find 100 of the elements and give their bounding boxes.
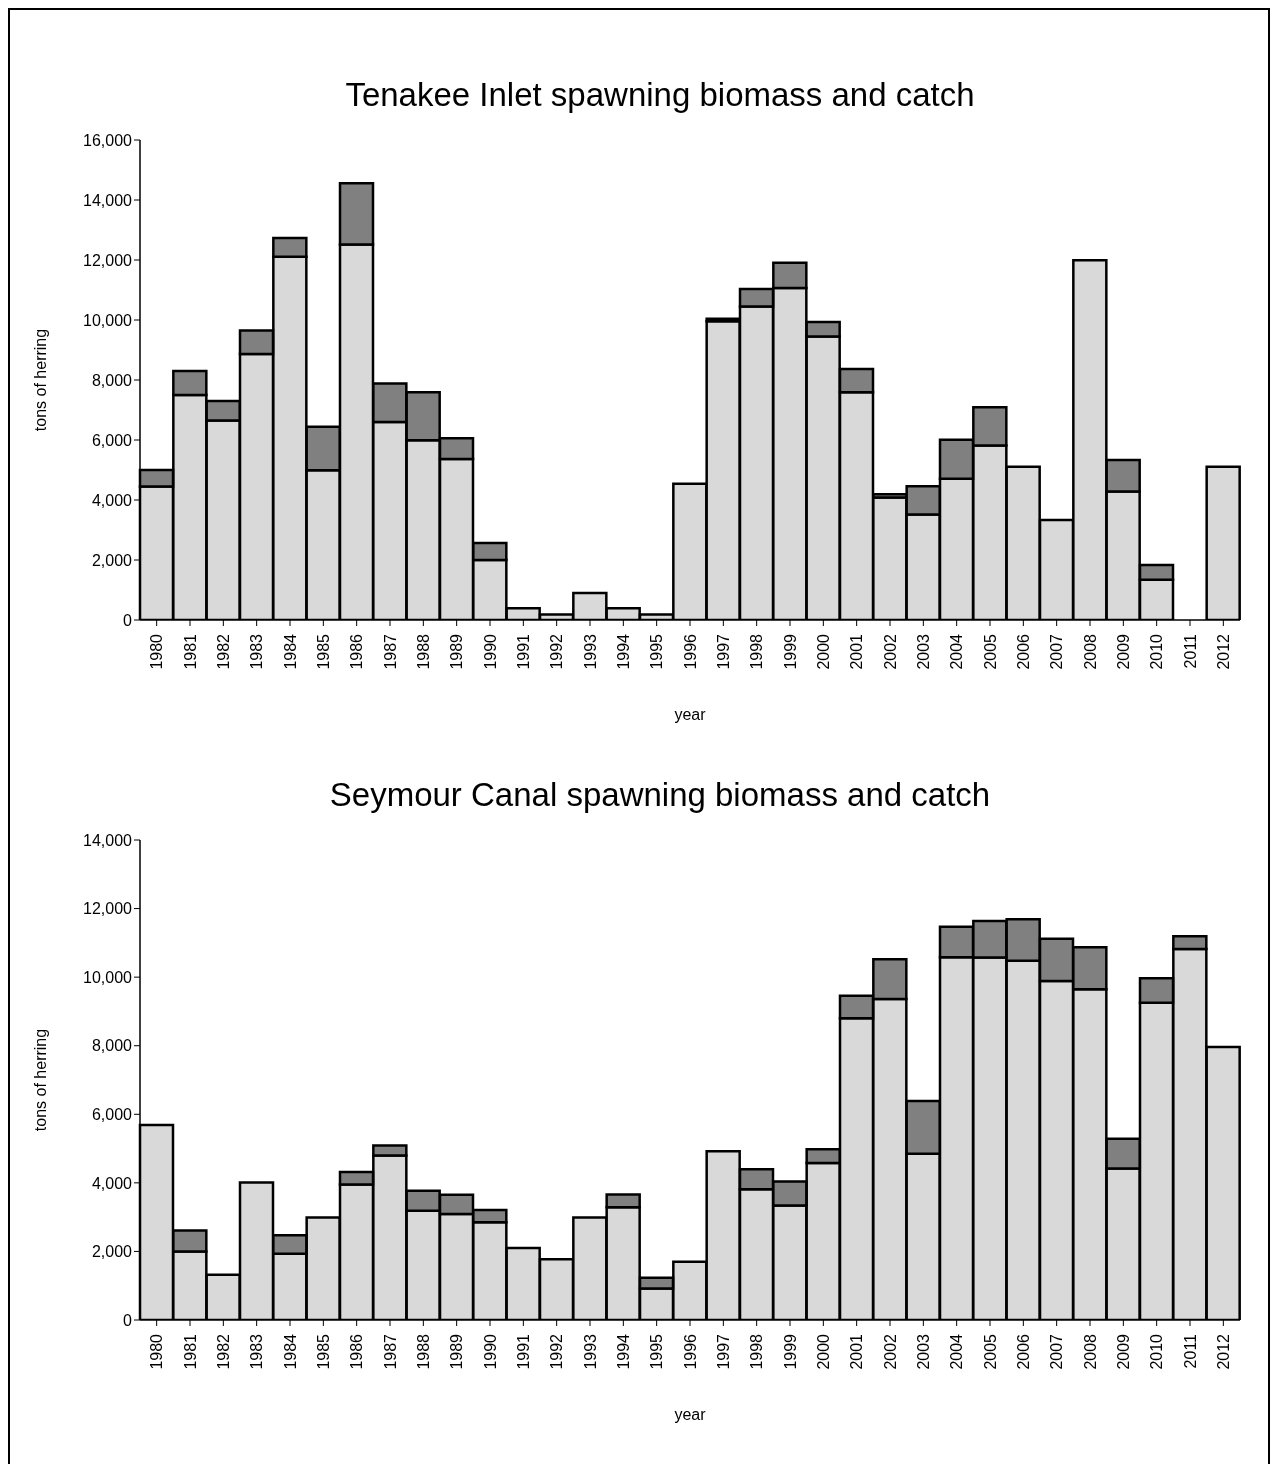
bar (905, 1152, 941, 1320)
bar (1105, 458, 1141, 493)
bar (405, 1209, 441, 1320)
x-tick-label: 1993 (581, 633, 599, 670)
bar (1072, 987, 1108, 1320)
bar (1205, 1045, 1241, 1320)
x-tick-label: 2006 (1014, 1333, 1032, 1370)
bar (338, 1170, 375, 1186)
bar (405, 439, 441, 620)
y-tick-label: 4,000 (91, 1174, 133, 1192)
bar (372, 382, 408, 424)
x-tick-label: 1984 (281, 633, 299, 670)
bar (672, 482, 708, 620)
y-tick-label: 2,000 (91, 1243, 133, 1261)
bar (872, 997, 908, 1320)
bar (138, 468, 175, 488)
x-tick-label: 2011 (1181, 1333, 1199, 1369)
bar (472, 1221, 508, 1320)
bar (772, 261, 808, 290)
bar (1105, 1137, 1141, 1170)
bar (572, 591, 608, 620)
x-tick-label: 1988 (414, 633, 432, 670)
bar (505, 607, 541, 620)
y-tick-label: 14,000 (83, 831, 133, 849)
bar (705, 319, 741, 620)
x-tick-label: 1995 (648, 1333, 666, 1370)
bar (472, 1208, 508, 1224)
bar (972, 919, 1008, 959)
y-tick-label: 6,000 (91, 1105, 133, 1123)
y-tick-label: 8,000 (91, 1037, 133, 1055)
x-tick-label: 1996 (681, 633, 699, 670)
bar (238, 329, 275, 356)
bar (1005, 917, 1041, 962)
bar (272, 1234, 308, 1256)
bar (1138, 976, 1175, 1005)
x-axis-title: year (674, 1406, 707, 1423)
x-tick-label: 2011 (1181, 633, 1199, 669)
bar (538, 1258, 575, 1320)
x-tick-label: 1980 (148, 633, 166, 670)
x-tick-label: 2004 (948, 1333, 966, 1370)
y-axis-title: tons of herring (31, 1028, 49, 1132)
bar (1138, 578, 1175, 620)
bar (405, 1189, 441, 1212)
x-tick-label: 1980 (148, 1333, 166, 1370)
bar (1005, 959, 1041, 1320)
bar (705, 1150, 741, 1320)
bar (738, 1188, 775, 1320)
bar (438, 436, 475, 461)
bar (305, 469, 341, 620)
x-tick-label: 2002 (881, 633, 899, 670)
x-tick-label: 1982 (214, 1333, 232, 1370)
y-tick-label: 10,000 (83, 968, 133, 986)
bar (805, 1161, 841, 1320)
x-tick-label: 1982 (214, 633, 232, 670)
x-tick-label: 2001 (848, 633, 866, 670)
bar (338, 243, 375, 620)
bar (172, 1250, 208, 1320)
y-tick-label: 4,000 (91, 491, 133, 509)
x-tick-label: 2003 (914, 633, 932, 670)
x-tick-label: 1985 (314, 1333, 332, 1370)
y-tick-label: 12,000 (83, 251, 133, 269)
bar (605, 1205, 641, 1320)
y-tick-label: 2,000 (91, 551, 133, 569)
bar (605, 607, 641, 620)
bar (405, 391, 441, 442)
x-tick-label: 1986 (348, 1333, 366, 1370)
x-tick-label: 2012 (1214, 1333, 1232, 1370)
bar (938, 925, 975, 959)
bar (205, 419, 241, 620)
x-tick-label: 1985 (314, 633, 332, 670)
x-tick-label: 1987 (381, 1333, 399, 1370)
bar (1172, 935, 1208, 951)
x-axis-title: year (674, 706, 707, 723)
bar (938, 477, 975, 620)
bar (238, 352, 275, 620)
bar (738, 305, 775, 620)
bar (905, 513, 941, 620)
y-tick-label: 14,000 (83, 191, 133, 209)
x-tick-label: 1992 (548, 1333, 566, 1370)
bar (1038, 937, 1075, 983)
bar (272, 236, 308, 258)
bar (438, 1193, 475, 1216)
bar (772, 1204, 808, 1320)
x-tick-label: 1990 (481, 633, 499, 670)
bar (572, 1216, 608, 1320)
x-tick-label: 1981 (181, 1333, 199, 1370)
bar (1138, 1001, 1175, 1320)
bar (1138, 563, 1175, 582)
x-tick-label: 1984 (281, 1333, 299, 1370)
y-tick-label: 6,000 (91, 431, 133, 449)
x-tick-label: 1994 (614, 633, 632, 670)
bar (972, 956, 1008, 1320)
x-tick-label: 1994 (614, 1333, 632, 1370)
bar (1072, 946, 1108, 991)
y-tick-label: 10,000 (83, 311, 133, 329)
bar (438, 1212, 475, 1320)
bar (172, 393, 208, 620)
x-tick-label: 1993 (581, 1333, 599, 1370)
x-tick-label: 2012 (1214, 633, 1232, 670)
x-tick-label: 2001 (848, 1333, 866, 1370)
